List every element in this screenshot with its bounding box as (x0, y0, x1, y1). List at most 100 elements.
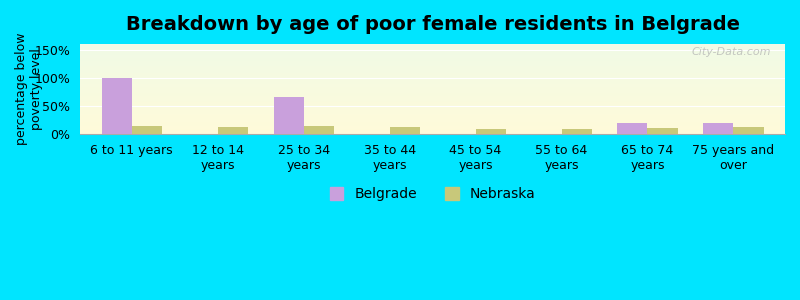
Bar (80, 123, 785, 124)
Bar (80, 54, 785, 55)
Bar (80, 82, 785, 83)
Bar (80, 60, 785, 61)
Bar (80, 92, 785, 93)
Y-axis label: percentage below
poverty level: percentage below poverty level (15, 33, 43, 145)
Bar (80, 47, 785, 48)
Bar (80, 65, 785, 66)
Text: City-Data.com: City-Data.com (691, 46, 771, 57)
Bar (80, 55, 785, 56)
Bar (390, 127, 420, 134)
Bar (80, 126, 785, 127)
Title: Breakdown by age of poor female residents in Belgrade: Breakdown by age of poor female resident… (126, 15, 739, 34)
Bar (80, 71, 785, 72)
Bar (475, 130, 506, 134)
Bar (618, 123, 647, 134)
Bar (80, 78, 785, 79)
Bar (80, 109, 785, 110)
Bar (80, 53, 785, 54)
Bar (80, 64, 785, 65)
Bar (80, 89, 785, 90)
Bar (703, 123, 734, 134)
Bar (80, 124, 785, 125)
Bar (80, 119, 785, 120)
Bar (80, 87, 785, 88)
Bar (80, 80, 785, 81)
Bar (80, 98, 785, 99)
Bar (80, 127, 785, 128)
Bar (80, 48, 785, 49)
Bar (80, 120, 785, 121)
Bar (80, 122, 785, 123)
Bar (80, 129, 785, 130)
Bar (80, 96, 785, 97)
Bar (80, 73, 785, 74)
Bar (80, 77, 785, 78)
Bar (80, 56, 785, 57)
Bar (80, 108, 785, 109)
Bar (734, 127, 763, 134)
Bar (80, 94, 785, 95)
Bar (80, 105, 785, 106)
Bar (80, 125, 785, 126)
Bar (80, 66, 785, 67)
Bar (80, 101, 785, 102)
Bar (102, 78, 132, 134)
Bar (80, 104, 785, 105)
Bar (80, 115, 785, 116)
Bar (80, 74, 785, 75)
Bar (80, 117, 785, 118)
Bar (80, 93, 785, 94)
Bar (80, 49, 785, 50)
Bar (80, 112, 785, 113)
Bar (80, 86, 785, 87)
Bar (80, 133, 785, 134)
Bar (218, 127, 248, 134)
Bar (80, 46, 785, 47)
Bar (80, 90, 785, 91)
Bar (80, 45, 785, 46)
Bar (80, 75, 785, 76)
Bar (80, 111, 785, 112)
Bar (80, 132, 785, 133)
Bar (80, 110, 785, 111)
Bar (80, 44, 785, 45)
Bar (80, 68, 785, 69)
Bar (80, 50, 785, 51)
Bar (80, 107, 785, 108)
Bar (80, 103, 785, 104)
Bar (80, 79, 785, 80)
Bar (80, 113, 785, 114)
Bar (80, 52, 785, 53)
Bar (80, 84, 785, 85)
Bar (80, 81, 785, 82)
Bar (80, 69, 785, 70)
Bar (80, 97, 785, 98)
Bar (80, 62, 785, 63)
Bar (80, 106, 785, 107)
Bar (80, 57, 785, 58)
Bar (274, 97, 304, 134)
Bar (80, 102, 785, 103)
Bar (80, 118, 785, 119)
Bar (80, 100, 785, 101)
Bar (647, 128, 678, 134)
Bar (80, 58, 785, 59)
Bar (80, 116, 785, 117)
Bar (80, 67, 785, 68)
Bar (80, 114, 785, 115)
Bar (80, 82, 785, 83)
Bar (80, 121, 785, 122)
Bar (132, 126, 162, 134)
Bar (80, 131, 785, 132)
Bar (80, 51, 785, 52)
Bar (80, 95, 785, 96)
Bar (80, 128, 785, 129)
Bar (80, 85, 785, 86)
Bar (80, 70, 785, 71)
Bar (80, 76, 785, 77)
Bar (80, 59, 785, 60)
Bar (80, 91, 785, 92)
Bar (80, 61, 785, 62)
Bar (80, 130, 785, 131)
Bar (80, 83, 785, 84)
